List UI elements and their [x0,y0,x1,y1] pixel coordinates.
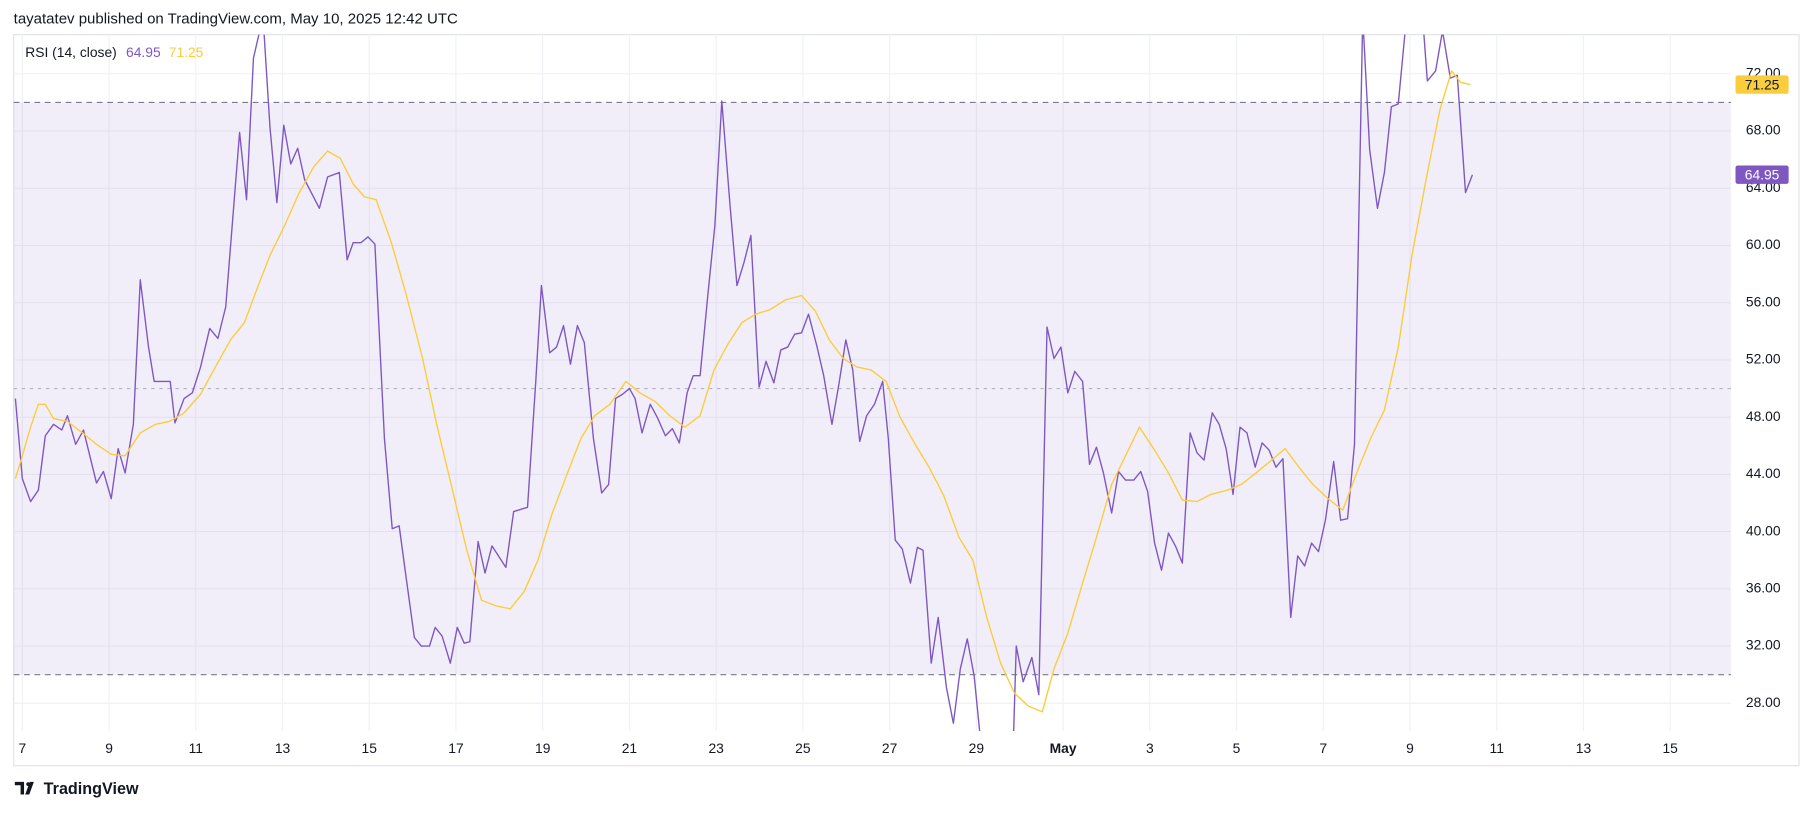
y-tick-label: 56.00 [1746,293,1781,309]
x-tick-label: 11 [189,740,204,756]
x-tick-label: 25 [795,740,811,756]
logo-icon [14,781,34,795]
series-line [14,70,1471,713]
y-tick-label: 40.00 [1746,522,1781,538]
lines [14,34,1474,732]
x-tick-label: 27 [882,740,897,756]
x-tick-label: 9 [105,740,113,756]
x-tick-label: 5 [1233,740,1241,756]
x-tick-label: 15 [362,740,378,756]
x-tick-label: 9 [1406,740,1414,756]
legend-title: RSI (14, close) [25,44,117,60]
header: tayatatev published on TradingView.com, … [14,11,458,28]
x-tick-label: 7 [18,740,26,756]
chart-frame [13,34,1800,767]
y-tick-label: 48.00 [1746,408,1781,424]
y-tick-label: 32.00 [1746,637,1781,653]
footer: TradingView [44,780,139,798]
legend-value: 71.25 [169,44,204,60]
y-tick-label: 36.00 [1746,579,1781,595]
x-tick-label: 15 [1662,740,1678,756]
y-tick-label: 68.00 [1746,122,1781,138]
last-value-tag [1735,165,1789,184]
x-tick-label: 13 [275,740,291,756]
legend: RSI (14, close) 64.95 71.25 [25,44,203,60]
x-tick-label: May [1050,740,1077,756]
axes: 7 9 11 13 15 17 19 21 23 25 27 29 May 3 5 7 9 11 13 15 28.00… [18,64,1789,756]
last-value-tag [1735,75,1789,94]
x-tick-label: 13 [1576,740,1592,756]
y-tick-label: 28.00 [1746,694,1781,710]
grid [13,34,1731,732]
series-line [14,34,1474,732]
footer-logo: TradingView [14,780,139,798]
legend-value: 64.95 [126,44,161,60]
y-tick-label: 52.00 [1746,351,1781,367]
x-tick-label: 17 [448,740,463,756]
y-tick-label: 44.00 [1746,465,1781,481]
x-tick-label: 3 [1146,740,1154,756]
last-value-label: 71.25 [1745,76,1780,92]
x-tick-label: 7 [1319,740,1327,756]
x-tick-label: 23 [708,740,724,756]
last-value-label: 64.95 [1745,167,1780,183]
y-tick-label: 60.00 [1746,236,1781,252]
x-tick-label: 21 [622,740,638,756]
x-tick-label: 19 [535,740,551,756]
x-tick-label: 11 [1490,740,1505,756]
x-tick-label: 29 [969,740,985,756]
bands [13,101,1731,676]
logo-dot [26,782,30,786]
